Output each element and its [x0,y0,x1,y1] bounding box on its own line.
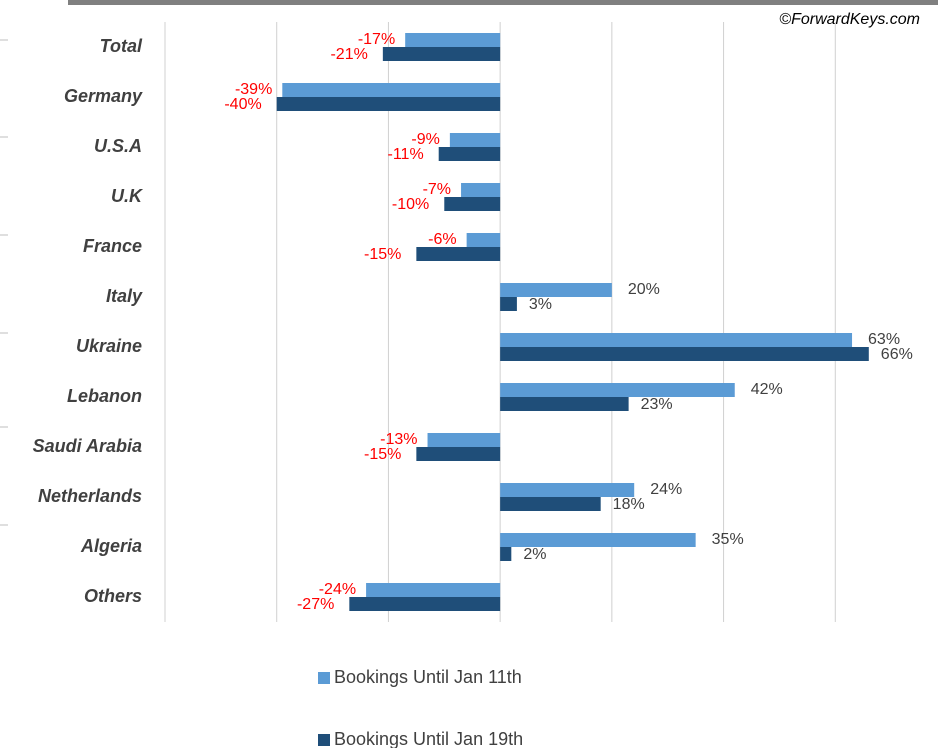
legend-label: Bookings Until Jan 11th [334,667,522,687]
value-label: 42% [751,381,783,398]
value-label: -7% [423,181,451,198]
legend-swatch [318,672,330,684]
category-label: U.K [111,186,144,206]
value-label: -39% [235,81,272,98]
value-label: 20% [628,281,660,298]
value-label: 35% [712,531,744,548]
value-label: -13% [380,431,417,448]
category-label: France [83,236,142,256]
bar [438,147,501,161]
bar [416,247,501,261]
bar [500,497,601,511]
value-label: 66% [881,346,913,363]
bar [427,433,501,447]
value-label: -24% [319,581,356,598]
value-label: -9% [411,131,439,148]
bar [416,447,501,461]
value-label: -15% [364,246,401,263]
value-label: -6% [428,231,456,248]
value-label: 23% [641,396,673,413]
category-label: Ukraine [76,336,142,356]
value-label: -10% [392,196,429,213]
bar [282,83,501,97]
bar [500,283,612,297]
bar [276,97,501,111]
category-label: Lebanon [67,386,142,406]
value-label: 2% [523,546,546,563]
value-label: -27% [297,596,334,613]
category-label: Italy [106,286,143,306]
bar [500,333,853,347]
legend-label: Bookings Until Jan 19th [334,729,523,748]
bar [382,47,501,61]
category-label: Others [84,586,142,606]
bar [500,347,869,361]
bar [500,547,512,561]
bar [500,483,635,497]
value-label: 24% [650,481,682,498]
bar [461,183,501,197]
value-label: 18% [613,496,645,513]
bar [500,297,517,311]
category-label: U.S.A [94,136,142,156]
value-label: -40% [224,96,261,113]
bar [405,33,501,47]
bar [349,597,501,611]
category-label: Algeria [80,536,142,556]
value-label: 63% [868,331,900,348]
value-label: -21% [330,46,367,63]
value-label: -11% [388,146,424,163]
top-bar [68,0,938,5]
bar [500,533,696,547]
bar [444,197,501,211]
bar [500,397,629,411]
bar [449,133,501,147]
value-label: 3% [529,296,552,313]
left-ticks [0,39,8,526]
value-label: -17% [358,31,395,48]
bar [366,583,501,597]
annotation: ©ForwardKeys.com [779,11,920,28]
category-label: Saudi Arabia [33,436,142,456]
category-label: Germany [64,86,143,106]
bar [500,383,735,397]
category-label: Netherlands [38,486,142,506]
value-label: -15% [364,446,401,463]
category-label: Total [100,36,143,56]
bar [466,233,501,247]
legend-swatch [318,734,330,746]
